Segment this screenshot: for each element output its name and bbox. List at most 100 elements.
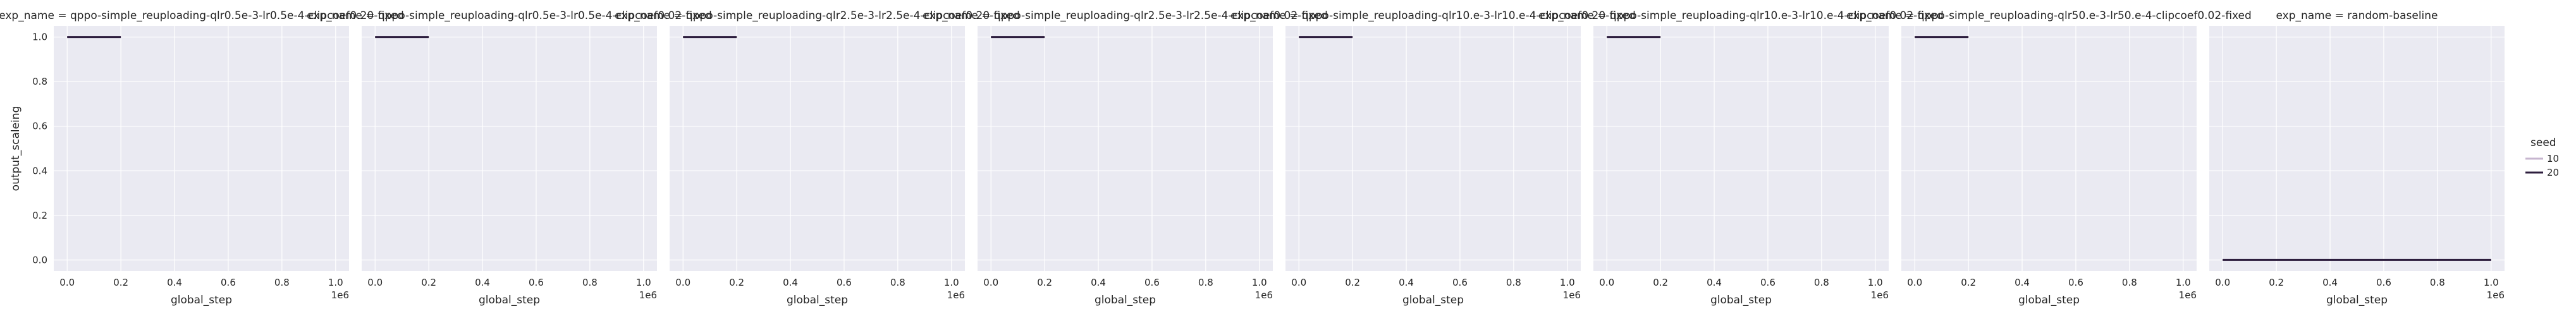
legend-label-20: 20 xyxy=(2547,167,2559,178)
x-tick-label: 0.8 xyxy=(1814,277,1829,288)
plot-area xyxy=(2209,26,2505,271)
y-tick-label: 0.4 xyxy=(32,165,47,176)
x-tick-label: 0.8 xyxy=(890,277,905,288)
x-tick-label: 0.4 xyxy=(2015,277,2030,288)
x-tick-label: 0.6 xyxy=(2376,277,2391,288)
x-axis-label: global_step xyxy=(1402,294,1464,307)
facet-panel-2: 0.0 0.2 0.4 0.6 0.8 1.01e6global_stepexp_name… xyxy=(307,9,712,307)
x-offset-label: 1e6 xyxy=(947,289,965,301)
x-tick-label: 0.8 xyxy=(274,277,290,288)
x-tick-label: 1.0 xyxy=(1252,277,1267,288)
x-tick-label: 0.2 xyxy=(1037,277,1052,288)
x-tick-label: 0.2 xyxy=(2269,277,2284,288)
x-tick-label: 0.6 xyxy=(837,277,852,288)
facet-title: exp_name = qppo-simple_reuploading-qlr0.… xyxy=(0,9,404,22)
x-axis-label: global_step xyxy=(2326,294,2388,307)
x-tick-label: 1.0 xyxy=(636,277,651,288)
facet-panel-7: 0.0 0.2 0.4 0.6 0.8 1.01e6global_stepexp_name… xyxy=(1846,9,2252,307)
plot-area xyxy=(1901,26,2197,271)
y-tick-label: 0.6 xyxy=(32,121,47,132)
x-tick-label: 0.0 xyxy=(1599,277,1614,288)
x-offset-label: 1e6 xyxy=(639,289,657,301)
x-tick-label: 0.2 xyxy=(113,277,128,288)
x-offset-label: 1e6 xyxy=(331,289,349,301)
facet-panel-1: 0.0 0.2 0.4 0.6 0.8 1.00.00.20.40.60.81.01e6g… xyxy=(0,9,404,307)
x-tick-label: 0.4 xyxy=(2322,277,2338,288)
x-tick-label: 0.0 xyxy=(983,277,998,288)
x-tick-label: 1.0 xyxy=(1868,277,1883,288)
x-tick-label: 0.6 xyxy=(1760,277,1776,288)
x-axis-label: global_step xyxy=(2018,294,2080,307)
x-tick-label: 0.6 xyxy=(2068,277,2083,288)
x-tick-label: 0.0 xyxy=(367,277,383,288)
x-offset-label: 1e6 xyxy=(1255,289,1273,301)
x-axis-label: global_step xyxy=(787,294,848,307)
x-tick-label: 0.2 xyxy=(1653,277,1668,288)
x-tick-label: 0.0 xyxy=(59,277,75,288)
x-tick-label: 0.4 xyxy=(783,277,798,288)
facet-title: exp_name = qppo-simple_reuploading-qlr2.… xyxy=(923,9,1328,22)
legend: seed 10 20 xyxy=(2525,137,2559,178)
x-tick-label: 0.0 xyxy=(2215,277,2230,288)
x-tick-label: 0.2 xyxy=(421,277,436,288)
x-tick-label: 0.4 xyxy=(1091,277,1106,288)
legend-title: seed xyxy=(2530,137,2556,149)
x-axis-label: global_step xyxy=(479,294,540,307)
x-tick-label: 0.4 xyxy=(475,277,490,288)
x-tick-label: 0.2 xyxy=(729,277,744,288)
x-tick-label: 1.0 xyxy=(328,277,343,288)
x-tick-label: 1.0 xyxy=(2484,277,2499,288)
x-axis-label: global_step xyxy=(1095,294,1156,307)
x-tick-label: 0.4 xyxy=(1399,277,1414,288)
x-tick-label: 0.8 xyxy=(582,277,598,288)
plot-area xyxy=(670,26,965,271)
y-tick-label: 0.8 xyxy=(32,76,47,87)
x-tick-label: 0.8 xyxy=(2430,277,2445,288)
facet-panel-4: 0.0 0.2 0.4 0.6 0.8 1.01e6global_stepexp_name… xyxy=(923,9,1328,307)
x-tick-label: 0.8 xyxy=(1198,277,1213,288)
x-tick-label: 1.0 xyxy=(944,277,959,288)
x-offset-label: 1e6 xyxy=(1871,289,1889,301)
facet-title: exp_name = qppo-simple_reuploading-qlr50… xyxy=(1846,9,2252,22)
x-tick-label: 0.2 xyxy=(1345,277,1360,288)
plot-area xyxy=(362,26,657,271)
x-axis-label: global_step xyxy=(171,294,232,307)
y-tick-label: 1.0 xyxy=(32,32,47,43)
y-axis-label: output_scaleing xyxy=(9,106,22,191)
x-axis-label: global_step xyxy=(1710,294,1772,307)
legend-label-10: 10 xyxy=(2547,153,2559,164)
facet-panels: 0.0 0.2 0.4 0.6 0.8 1.00.00.20.40.60.81.01e6g… xyxy=(0,9,2505,307)
x-tick-label: 0.6 xyxy=(529,277,544,288)
facet-title: exp_name = qppo-simple_reuploading-qlr10… xyxy=(1230,9,1636,22)
x-tick-label: 0.6 xyxy=(1452,277,1468,288)
facet-panel-6: 0.0 0.2 0.4 0.6 0.8 1.01e6global_stepexp_name… xyxy=(1538,9,1944,307)
facet-panel-5: 0.0 0.2 0.4 0.6 0.8 1.01e6global_stepexp_name… xyxy=(1230,9,1636,307)
x-tick-label: 0.8 xyxy=(2122,277,2137,288)
x-tick-label: 0.0 xyxy=(675,277,690,288)
plot-area xyxy=(1593,26,1889,271)
x-tick-label: 0.6 xyxy=(221,277,236,288)
x-tick-label: 0.6 xyxy=(1144,277,1160,288)
x-tick-label: 0.4 xyxy=(1707,277,1722,288)
x-tick-label: 0.8 xyxy=(1506,277,1521,288)
x-tick-label: 0.0 xyxy=(1907,277,1922,288)
x-tick-label: 1.0 xyxy=(2176,277,2191,288)
x-tick-label: 1.0 xyxy=(1560,277,1575,288)
facet-title: exp_name = random-baseline xyxy=(2276,9,2438,22)
plot-area xyxy=(1285,26,1581,271)
x-tick-label: 0.2 xyxy=(1961,277,1976,288)
x-offset-label: 1e6 xyxy=(2179,289,2197,301)
facet-title: exp_name = qppo-simple_reuploading-qlr10… xyxy=(1538,9,1944,22)
facet-panel-3: 0.0 0.2 0.4 0.6 0.8 1.01e6global_stepexp_name… xyxy=(615,9,1020,307)
plot-area xyxy=(54,26,349,271)
facet-title: exp_name = qppo-simple_reuploading-qlr0.… xyxy=(307,9,712,22)
facet-title: exp_name = qppo-simple_reuploading-qlr2.… xyxy=(615,9,1020,22)
x-offset-label: 1e6 xyxy=(1563,289,1581,301)
plot-area xyxy=(978,26,1273,271)
y-tick-label: 0.0 xyxy=(32,254,47,265)
x-offset-label: 1e6 xyxy=(2487,289,2505,301)
y-tick-label: 0.2 xyxy=(32,210,47,221)
x-tick-label: 0.4 xyxy=(167,277,182,288)
